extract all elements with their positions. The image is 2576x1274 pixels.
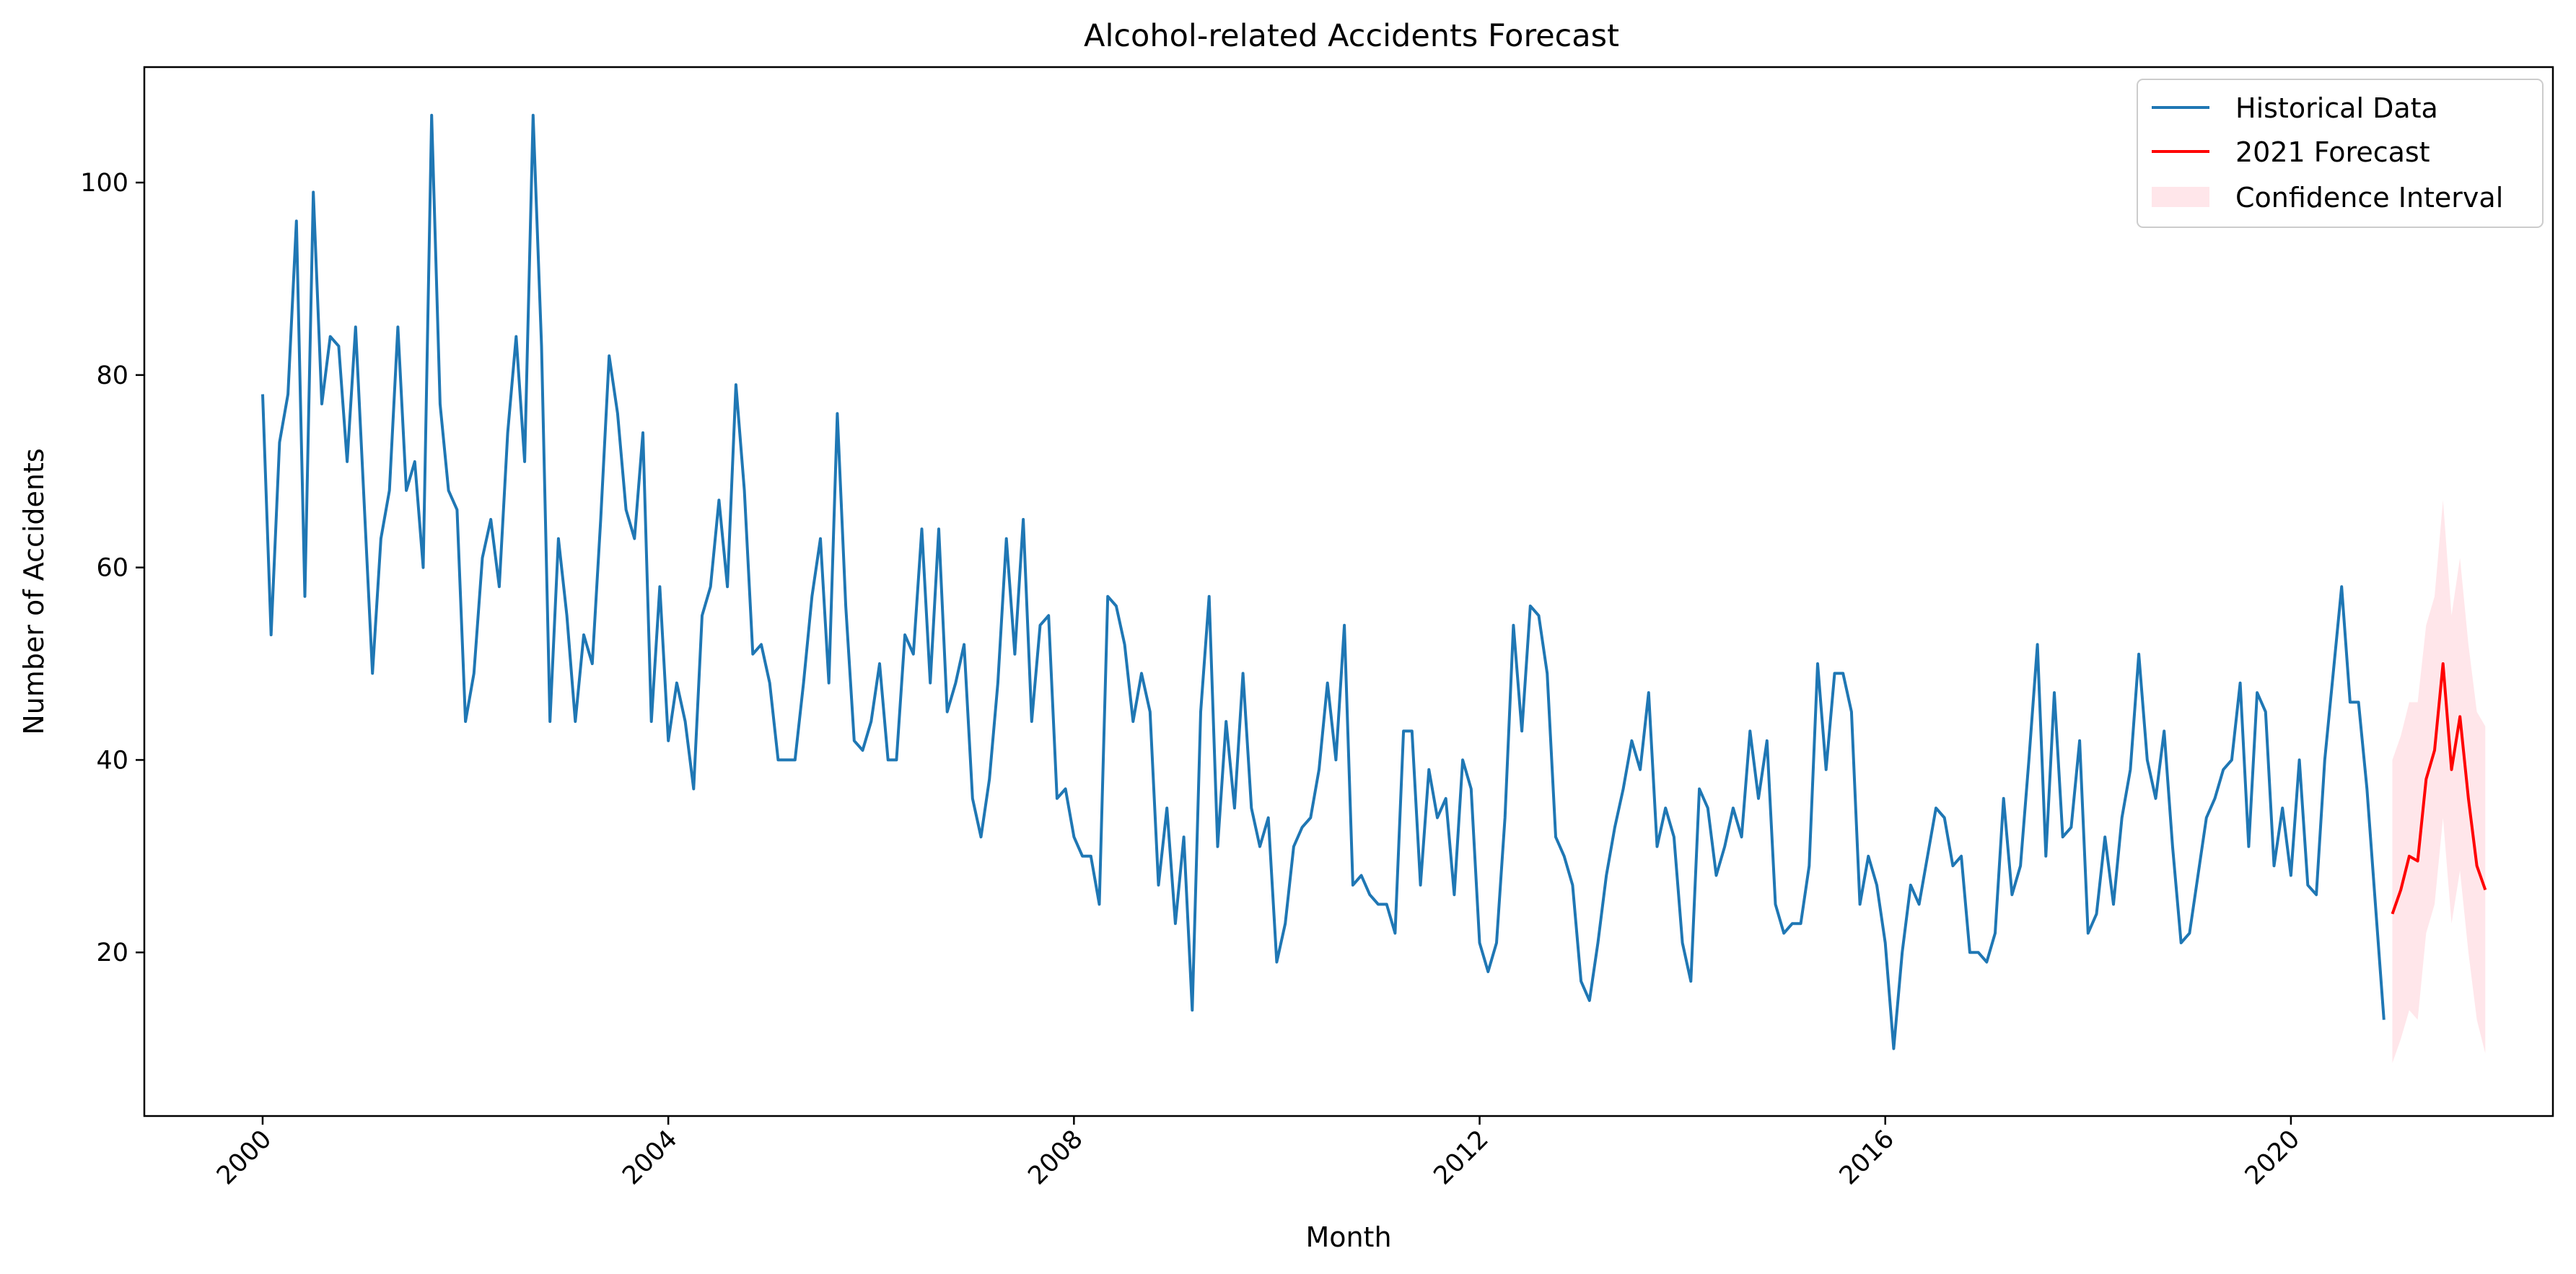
legend-historical-label: Historical Data [2235,92,2438,124]
historical-data-line [261,113,2386,1050]
legend-box [2137,79,2544,228]
x-axis-label: Month [1305,1221,1391,1253]
y-axis-label: Number of Accidents [18,448,50,734]
y-tick-label: 40 [96,746,128,775]
y-tick-label: 60 [96,554,128,583]
y-tick-label: 100 [80,169,128,198]
legend-forecast-label: 2021 Forecast [2235,136,2430,168]
series-line-layer [261,113,2487,1050]
confidence-interval-layer [2392,500,2486,1063]
legend: Historical Data 2021 Forecast Confidence… [2137,79,2544,228]
legend-ci-swatch [2152,187,2209,207]
legend-ci-label: Confidence Interval [2235,182,2503,214]
chart-title: Alcohol-related Accidents Forecast [1084,18,1619,54]
y-tick-label: 80 [96,361,128,390]
y-tick-label: 20 [96,939,128,967]
y-axis: 20 40 60 80 100 [80,169,144,967]
confidence-interval-band [2392,500,2486,1063]
plot-frame [143,66,2554,1117]
forecast-line [2391,662,2487,915]
